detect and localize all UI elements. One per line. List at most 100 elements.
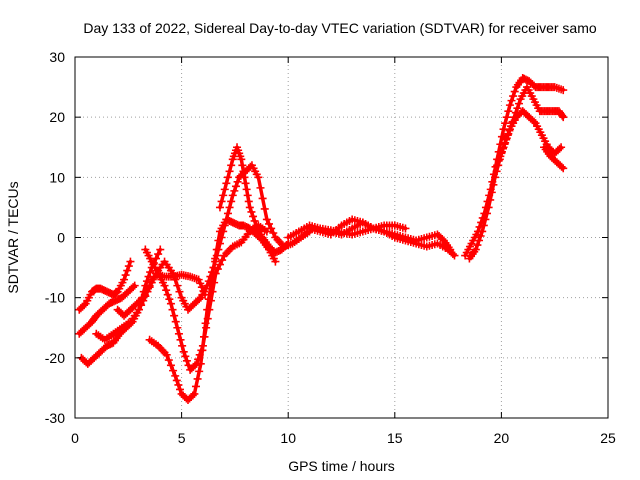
data-point (484, 203, 493, 212)
data-point (401, 224, 410, 233)
data-point (476, 231, 485, 240)
data-point (223, 173, 232, 182)
data-point (212, 251, 221, 260)
data-point (154, 250, 163, 259)
data-point (181, 352, 190, 361)
data-point (142, 277, 151, 286)
data-point (262, 215, 271, 224)
data-point (494, 156, 503, 165)
data-point (559, 86, 568, 95)
data-point (471, 245, 480, 254)
data-point (509, 92, 518, 101)
data-point (172, 376, 181, 385)
data-point (265, 219, 274, 228)
data-point (174, 380, 183, 389)
data-point (481, 215, 490, 224)
data-point (240, 173, 249, 182)
data-point (220, 185, 229, 194)
series-arc-12 (461, 74, 568, 260)
data-point (141, 292, 150, 301)
data-point (214, 245, 223, 254)
data-point (139, 296, 148, 305)
data-point (499, 143, 508, 152)
data-point (487, 188, 496, 197)
data-point (262, 227, 271, 236)
data-point (146, 268, 155, 277)
data-point (196, 279, 205, 288)
data-point (215, 260, 224, 269)
data-point (502, 113, 511, 122)
x-tick-label: 0 (71, 430, 79, 446)
series-arc-11 (326, 218, 455, 254)
data-point (80, 301, 89, 310)
data-point (165, 295, 174, 304)
data-point (230, 186, 239, 195)
data-point (448, 250, 457, 259)
data-point (473, 241, 482, 250)
data-point (507, 96, 516, 105)
data-point (557, 162, 566, 171)
data-point (137, 301, 146, 310)
data-point (143, 287, 152, 296)
data-point (169, 366, 178, 375)
y-axis-label: SDTVAR / TECUs (5, 181, 21, 293)
y-tick-label: 30 (49, 49, 65, 65)
data-point (231, 182, 240, 191)
data-point (227, 197, 236, 206)
x-tick-label: 10 (280, 430, 296, 446)
series-arc-7 (92, 161, 314, 344)
data-point (176, 385, 185, 394)
data-point (211, 257, 220, 266)
data-point (160, 281, 169, 290)
data-point (207, 268, 216, 277)
data-point (219, 227, 228, 236)
data-point (450, 251, 459, 260)
x-tick-label: 15 (387, 430, 403, 446)
data-point (162, 286, 171, 295)
x-tick-label: 25 (600, 430, 616, 446)
y-tick-label: 0 (57, 230, 65, 246)
data-point (269, 228, 278, 237)
data-point (559, 113, 568, 122)
data-point (245, 203, 254, 212)
data-point (529, 117, 538, 126)
data-point (130, 281, 139, 290)
data-point (493, 161, 502, 170)
data-point (501, 119, 510, 128)
data-point (502, 134, 511, 143)
data-point (237, 155, 246, 164)
x-tick-label: 5 (178, 430, 186, 446)
data-point (176, 335, 185, 344)
data-point (163, 290, 172, 299)
data-point (124, 262, 133, 271)
data-point (483, 209, 492, 218)
data-point (514, 99, 523, 108)
data-point (120, 275, 129, 284)
data-point (188, 391, 197, 400)
data-point (249, 212, 258, 221)
data-point (267, 224, 276, 233)
data-point (225, 203, 234, 212)
ticks: 0 5 10 15 20 25 -30 -20 -10 0 10 20 30 (45, 49, 616, 446)
data-point (173, 281, 182, 290)
data-point (233, 177, 242, 186)
data-point (134, 305, 143, 314)
grid (75, 57, 608, 418)
data-point (510, 87, 519, 96)
data-point (217, 233, 226, 242)
data-point (178, 341, 187, 350)
data-point (166, 299, 175, 308)
data-point (190, 389, 199, 398)
data-point (179, 347, 188, 356)
data-point (209, 263, 218, 272)
data-point (218, 256, 227, 265)
data-point (479, 221, 488, 230)
data-point (126, 257, 135, 266)
data-point (501, 138, 510, 147)
data-point (504, 107, 513, 116)
data-point (475, 236, 484, 245)
y-tick-label: -20 (45, 350, 65, 366)
data-point (228, 191, 237, 200)
y-tick-label: 10 (49, 169, 65, 185)
